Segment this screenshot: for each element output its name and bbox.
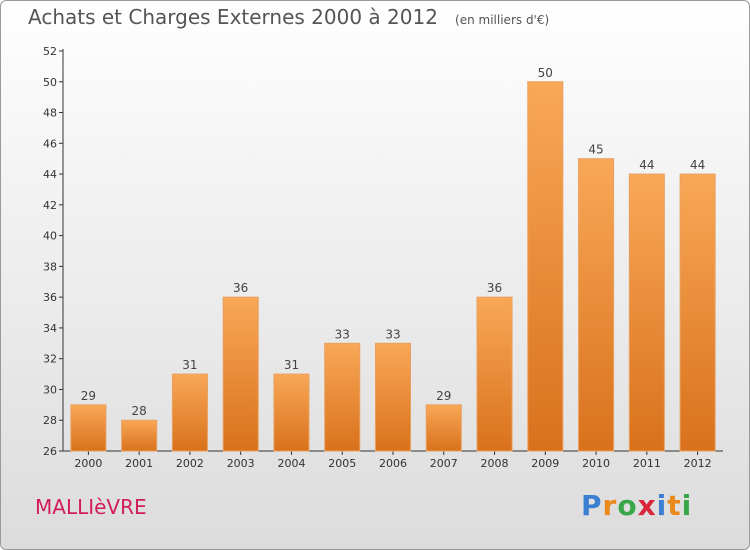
bar-value-label: 50 [538,66,553,80]
bar-value-label: 31 [284,358,299,372]
bar-value-label: 29 [81,389,96,403]
bar [527,81,564,452]
bar [171,373,208,452]
bar [476,296,513,452]
y-tick-label: 46 [43,137,57,150]
logo-letter: r [602,489,618,522]
x-tick-label: 2007 [430,457,458,470]
logo-letter: o [617,489,638,522]
bar-value-label: 44 [639,158,654,172]
chart-title: Achats et Charges Externes 2000 à 2012 (… [28,5,549,29]
bar [578,158,615,452]
chart-title-unit: (en milliers d'€) [455,13,550,27]
logo-letter: i [681,489,693,522]
bar-value-label: 36 [233,281,248,295]
bar-value-label: 45 [588,143,603,157]
x-tick-label: 2001 [125,457,153,470]
bar-value-label: 33 [335,327,350,341]
x-tick-label: 2009 [531,457,559,470]
bar [121,419,158,452]
bar [324,342,361,452]
x-tick-label: 2011 [633,457,661,470]
x-tick-label: 2002 [176,457,204,470]
x-tick-label: 2008 [481,457,509,470]
x-tick-label: 2000 [74,457,102,470]
bar-value-label: 31 [182,358,197,372]
bar [222,296,259,452]
y-tick-label: 36 [43,291,57,304]
chart-bars [70,81,716,452]
y-tick-label: 52 [43,45,57,58]
bar-value-label: 28 [132,404,147,418]
y-tick-label: 42 [43,199,57,212]
chart-labels: 29 2000 28 2001 31 2002 36 2003 31 2004 33 2005 33 20… [74,66,711,470]
logo-letter: P [581,489,603,522]
y-tick-label: 44 [43,168,57,181]
x-tick-label: 2003 [227,457,255,470]
bar [273,373,310,452]
bar [679,173,716,452]
bar [374,342,412,452]
bar-value-label: 29 [436,389,451,403]
y-tick-label: 38 [43,260,57,273]
x-tick-label: 2006 [379,457,407,470]
y-tick-label: 50 [43,76,57,89]
logo-letter: t [667,489,682,522]
y-tick-label: 34 [43,322,57,335]
proxiti-logo: Proxiti [581,489,692,522]
x-tick-label: 2004 [277,457,305,470]
commune-name: MALLIèVRE [35,495,147,519]
y-tick-label: 48 [43,107,57,120]
y-tick-label: 26 [43,445,57,458]
y-tick-label: 32 [43,353,57,366]
logo-letter: x [637,489,657,522]
x-tick-label: 2005 [328,457,356,470]
x-tick-label: 2012 [684,457,712,470]
logo-letter: i [656,489,668,522]
bar [70,404,107,452]
chart-axes: 26 28 30 32 34 36 38 40 42 44 46 48 50 52 [43,45,723,458]
bar-value-label: 36 [487,281,502,295]
bar-value-label: 44 [690,158,705,172]
y-tick-label: 28 [43,414,57,427]
bar [628,173,665,452]
y-tick-label: 30 [43,383,57,396]
x-tick-label: 2010 [582,457,610,470]
chart-title-main: Achats et Charges Externes 2000 à 2012 [28,5,438,29]
y-tick-label: 40 [43,230,57,243]
bar [425,404,462,452]
bar-value-label: 33 [385,327,400,341]
